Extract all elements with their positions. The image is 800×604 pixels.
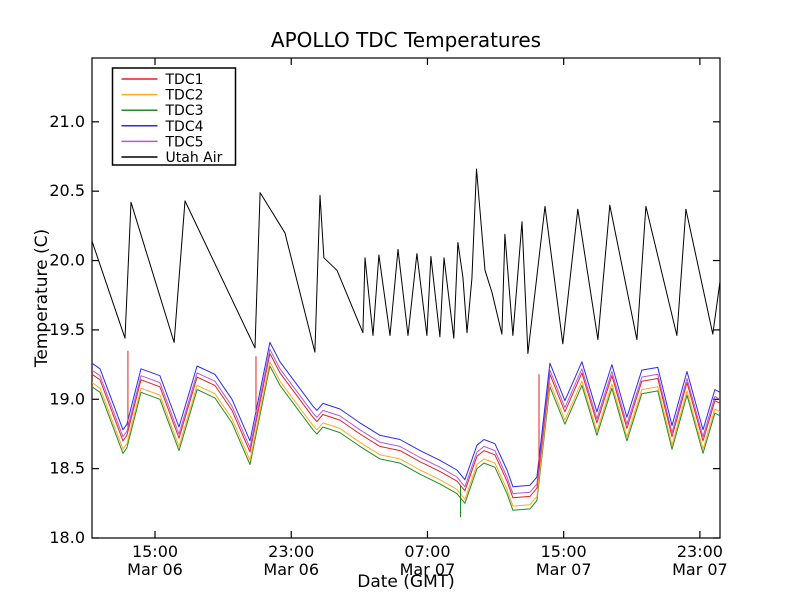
y-axis-label: Temperature (C) — [32, 229, 52, 368]
x-axis-label: Date (GMT) — [357, 572, 455, 592]
series-tdc1-line — [91, 353, 721, 499]
y-tick-label: 19.0 — [49, 389, 85, 408]
series-tdc3-line — [91, 365, 721, 511]
series-utah-air-line — [91, 168, 721, 354]
y-tick-label: 20.0 — [49, 251, 85, 270]
y-tick-label: 20.5 — [49, 181, 85, 200]
legend-label-tdc4: TDC4 — [165, 119, 204, 135]
legend-label-tdc5: TDC5 — [165, 134, 204, 150]
x-tick-date-label: Mar 06 — [127, 560, 183, 579]
series-layer — [91, 168, 721, 518]
legend-label-utah-air: Utah Air — [166, 150, 223, 166]
x-tick-date-label: Mar 07 — [536, 560, 592, 579]
x-tick-time-label: 15:00 — [541, 542, 587, 561]
series-tdc5-line — [91, 348, 721, 495]
series-tdc2-line — [91, 361, 721, 507]
legend-box — [111, 67, 237, 166]
y-tick-label: 19.5 — [49, 320, 85, 339]
y-tick-label: 18.5 — [49, 459, 85, 478]
legend-label-tdc3: TDC3 — [165, 103, 204, 119]
legend-label-tdc2: TDC2 — [165, 88, 204, 104]
plot-frame — [91, 57, 721, 539]
legend-label-tdc1: TDC1 — [165, 72, 204, 88]
x-tick-date-label: Mar 06 — [263, 560, 319, 579]
x-tick-time-label: 23:00 — [268, 542, 314, 561]
series-tdc4-line — [91, 341, 721, 488]
x-tick-time-label: 07:00 — [404, 542, 450, 561]
y-tick-label: 18.0 — [49, 528, 85, 547]
x-tick-time-label: 23:00 — [677, 542, 723, 561]
y-tick-label: 21.0 — [49, 112, 85, 131]
x-tick-time-label: 15:00 — [132, 542, 178, 561]
x-tick-date-label: Mar 07 — [400, 560, 456, 579]
x-tick-date-label: Mar 07 — [672, 560, 728, 579]
chart-title: APOLLO TDC Temperatures — [271, 28, 541, 52]
